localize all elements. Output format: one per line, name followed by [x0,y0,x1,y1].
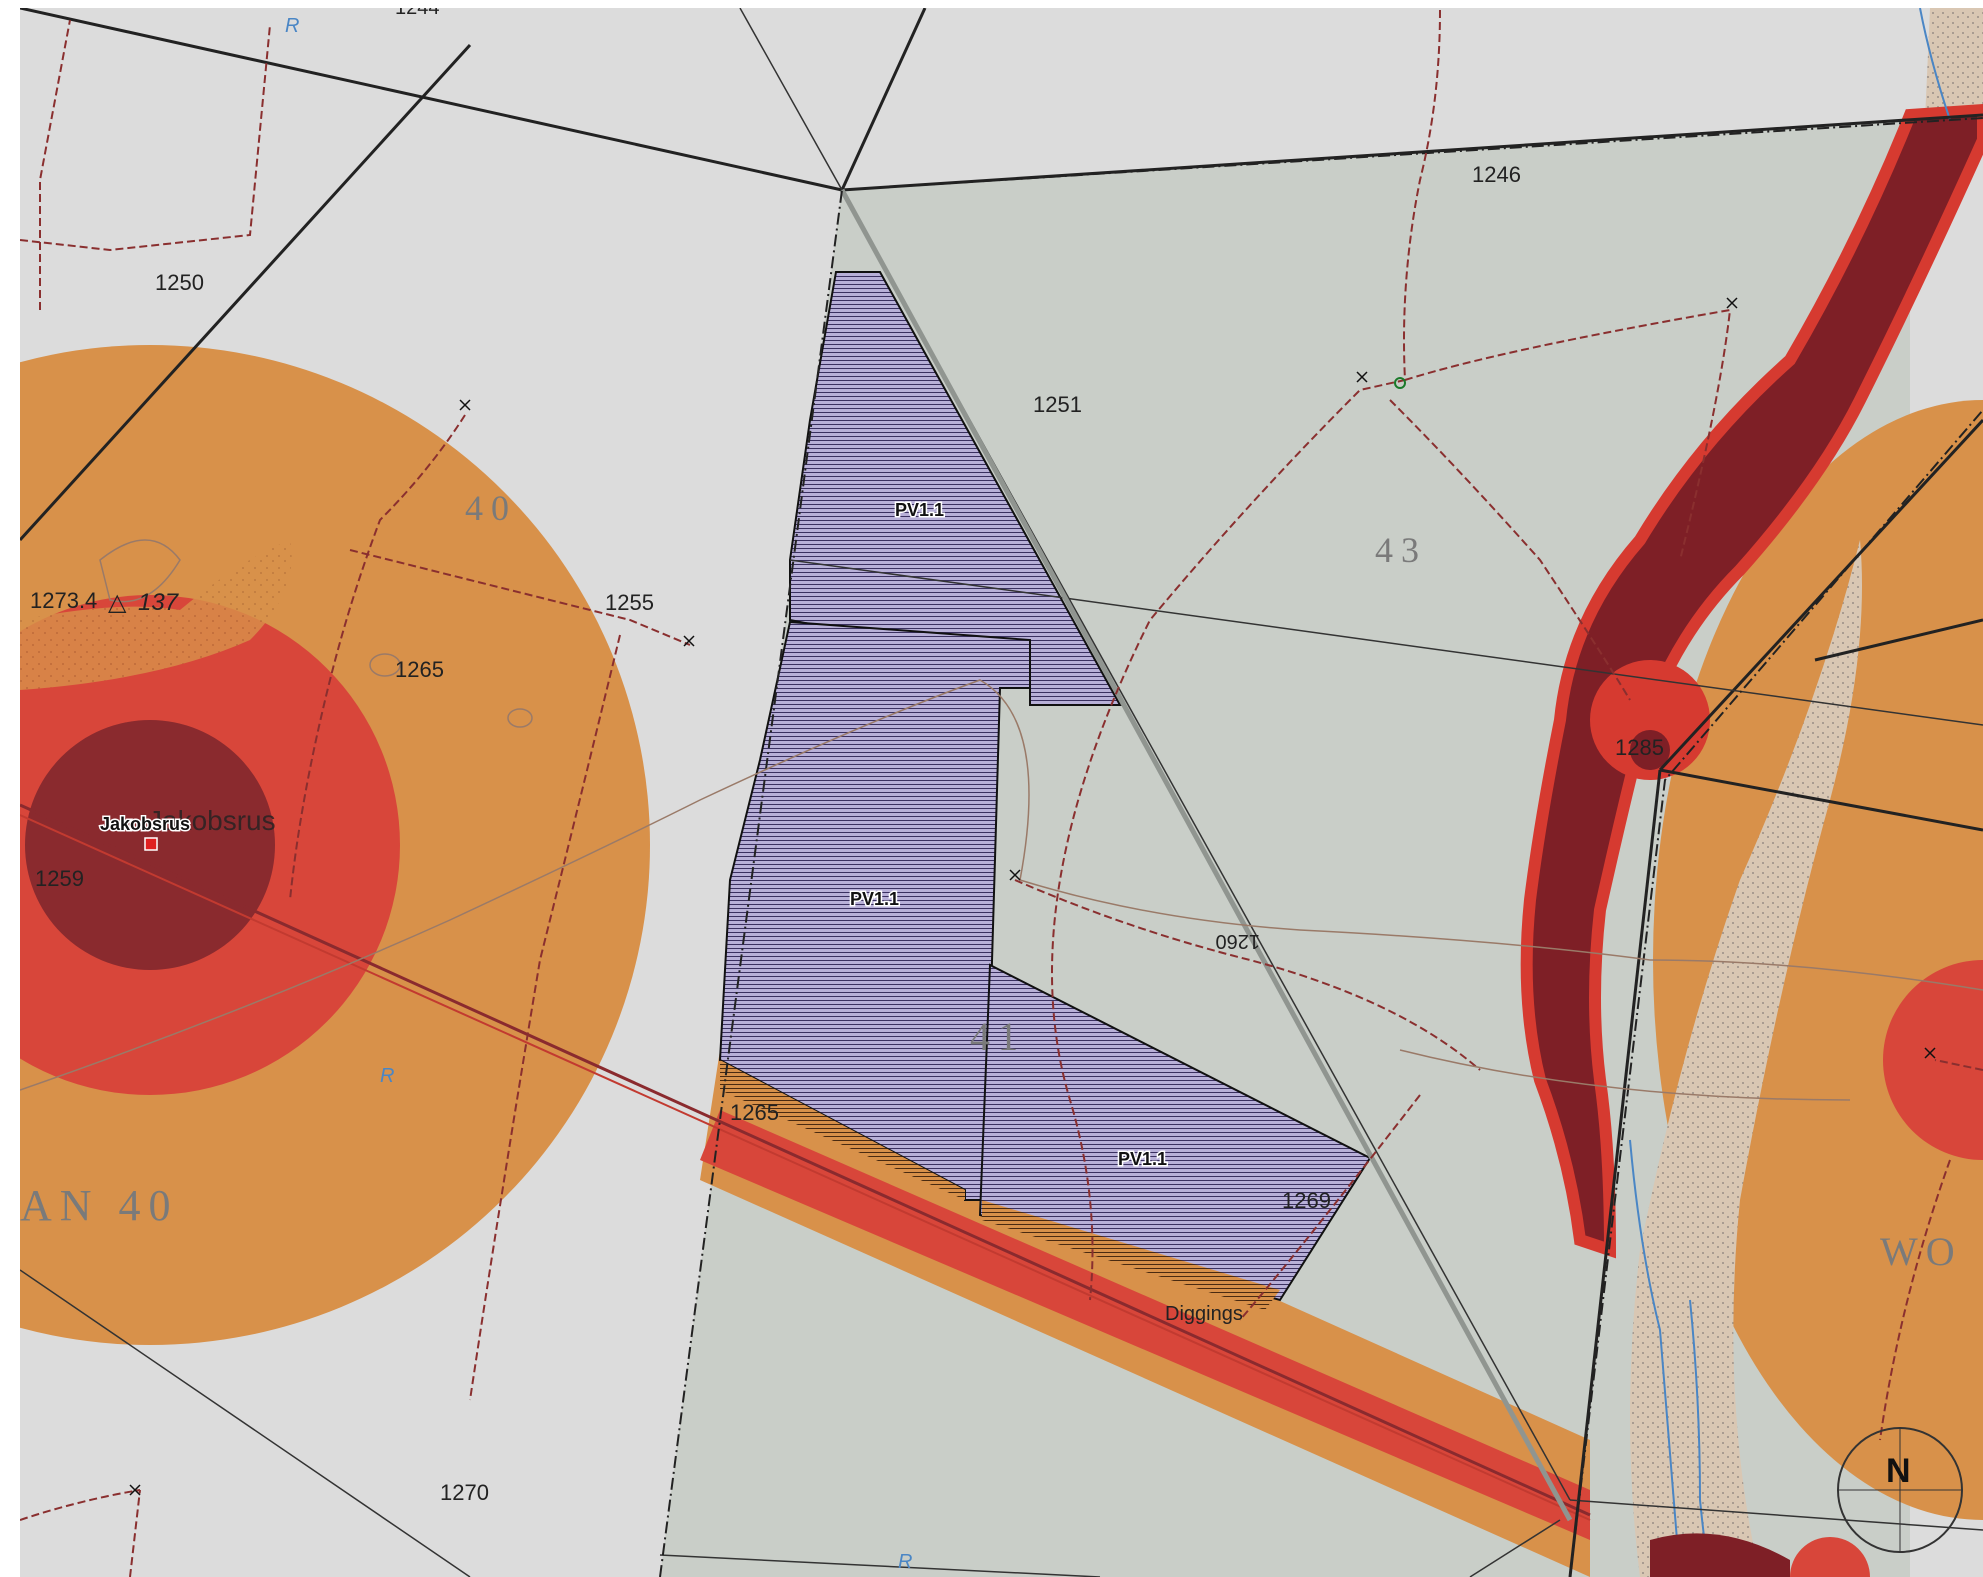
reservoir-label-1: R [285,15,299,37]
spot-height-1285: 1285 [1615,735,1664,760]
road-buffer-inner [700,1110,1590,1540]
north-icon: N [1886,1452,1911,1490]
red-circle-bottom [1790,1537,1870,1577]
trig-icon: △ [108,589,127,616]
homestead-marker[interactable] [144,837,158,851]
pv-label-3: PV1.1 [1118,1149,1167,1169]
river-node-core [1630,730,1670,770]
spot-height-1269: 1269 [1282,1188,1331,1213]
main-road-edge [20,814,1591,1521]
track-end-markers [129,297,1936,1496]
spot-height-1251: 1251 [1033,392,1082,417]
reservoir-label-2: R [380,1065,394,1087]
spot-height-1244: 1244 [395,0,440,19]
contour-lines [20,539,1983,1101]
site-boundary-line [659,117,1983,1577]
pv-area-3-buffer-overlap [982,1200,1280,1310]
green-feature-marker [1394,377,1406,389]
watercourse-1 [1629,1139,1681,1577]
homestead-label: Jakobsrus [100,814,190,834]
spot-height-1270: 1270 [440,1480,489,1505]
north-arrow: N [1837,1427,1963,1553]
red-patch-bottom [1650,1533,1790,1577]
dotted-patch [20,540,292,690]
site-boundary-east [1569,409,1983,1577]
pv-label-1: PV1.1 [895,500,944,520]
buffer-ring-east-inner [1883,960,1983,1160]
reservoir-label-3: R [898,1551,912,1573]
pv-label-2: PV1.1 [850,889,899,909]
farm-label-41: 41 [970,1014,1026,1059]
spot-height-1259: 1259 [35,866,84,891]
farm-label-43: 43 [1375,530,1427,570]
trig-height: 1273.4 [30,588,97,613]
main-road [20,803,1591,1517]
spot-height-1265-b: 1265 [730,1100,779,1125]
farm-label-40: 40 [465,488,517,528]
pv-area-3[interactable] [978,963,1372,1302]
watercourse-3 [1919,8,1951,121]
sand-area [1630,540,1862,1577]
spot-height-1255: 1255 [605,590,654,615]
powerline-corridor [839,188,1573,1522]
trig-number: 137 [138,589,180,616]
farm-label-an-40: AN 40 [20,1181,179,1230]
farm-tracks [20,9,1983,1577]
farm-label-wo: WO [1880,1229,1963,1274]
homestead-label-shadow: Jakobsrus [148,805,276,836]
diggings-label: Diggings [1165,1303,1243,1325]
sand-area-north [1925,8,1983,120]
pv-area-2-buffer-overlap [720,1060,965,1200]
spot-height-1250: 1250 [155,270,204,295]
spot-height-1246: 1246 [1472,162,1521,187]
contour-label-1260: 1260 [1216,930,1261,952]
spot-height-1265: 1265 [395,657,444,682]
